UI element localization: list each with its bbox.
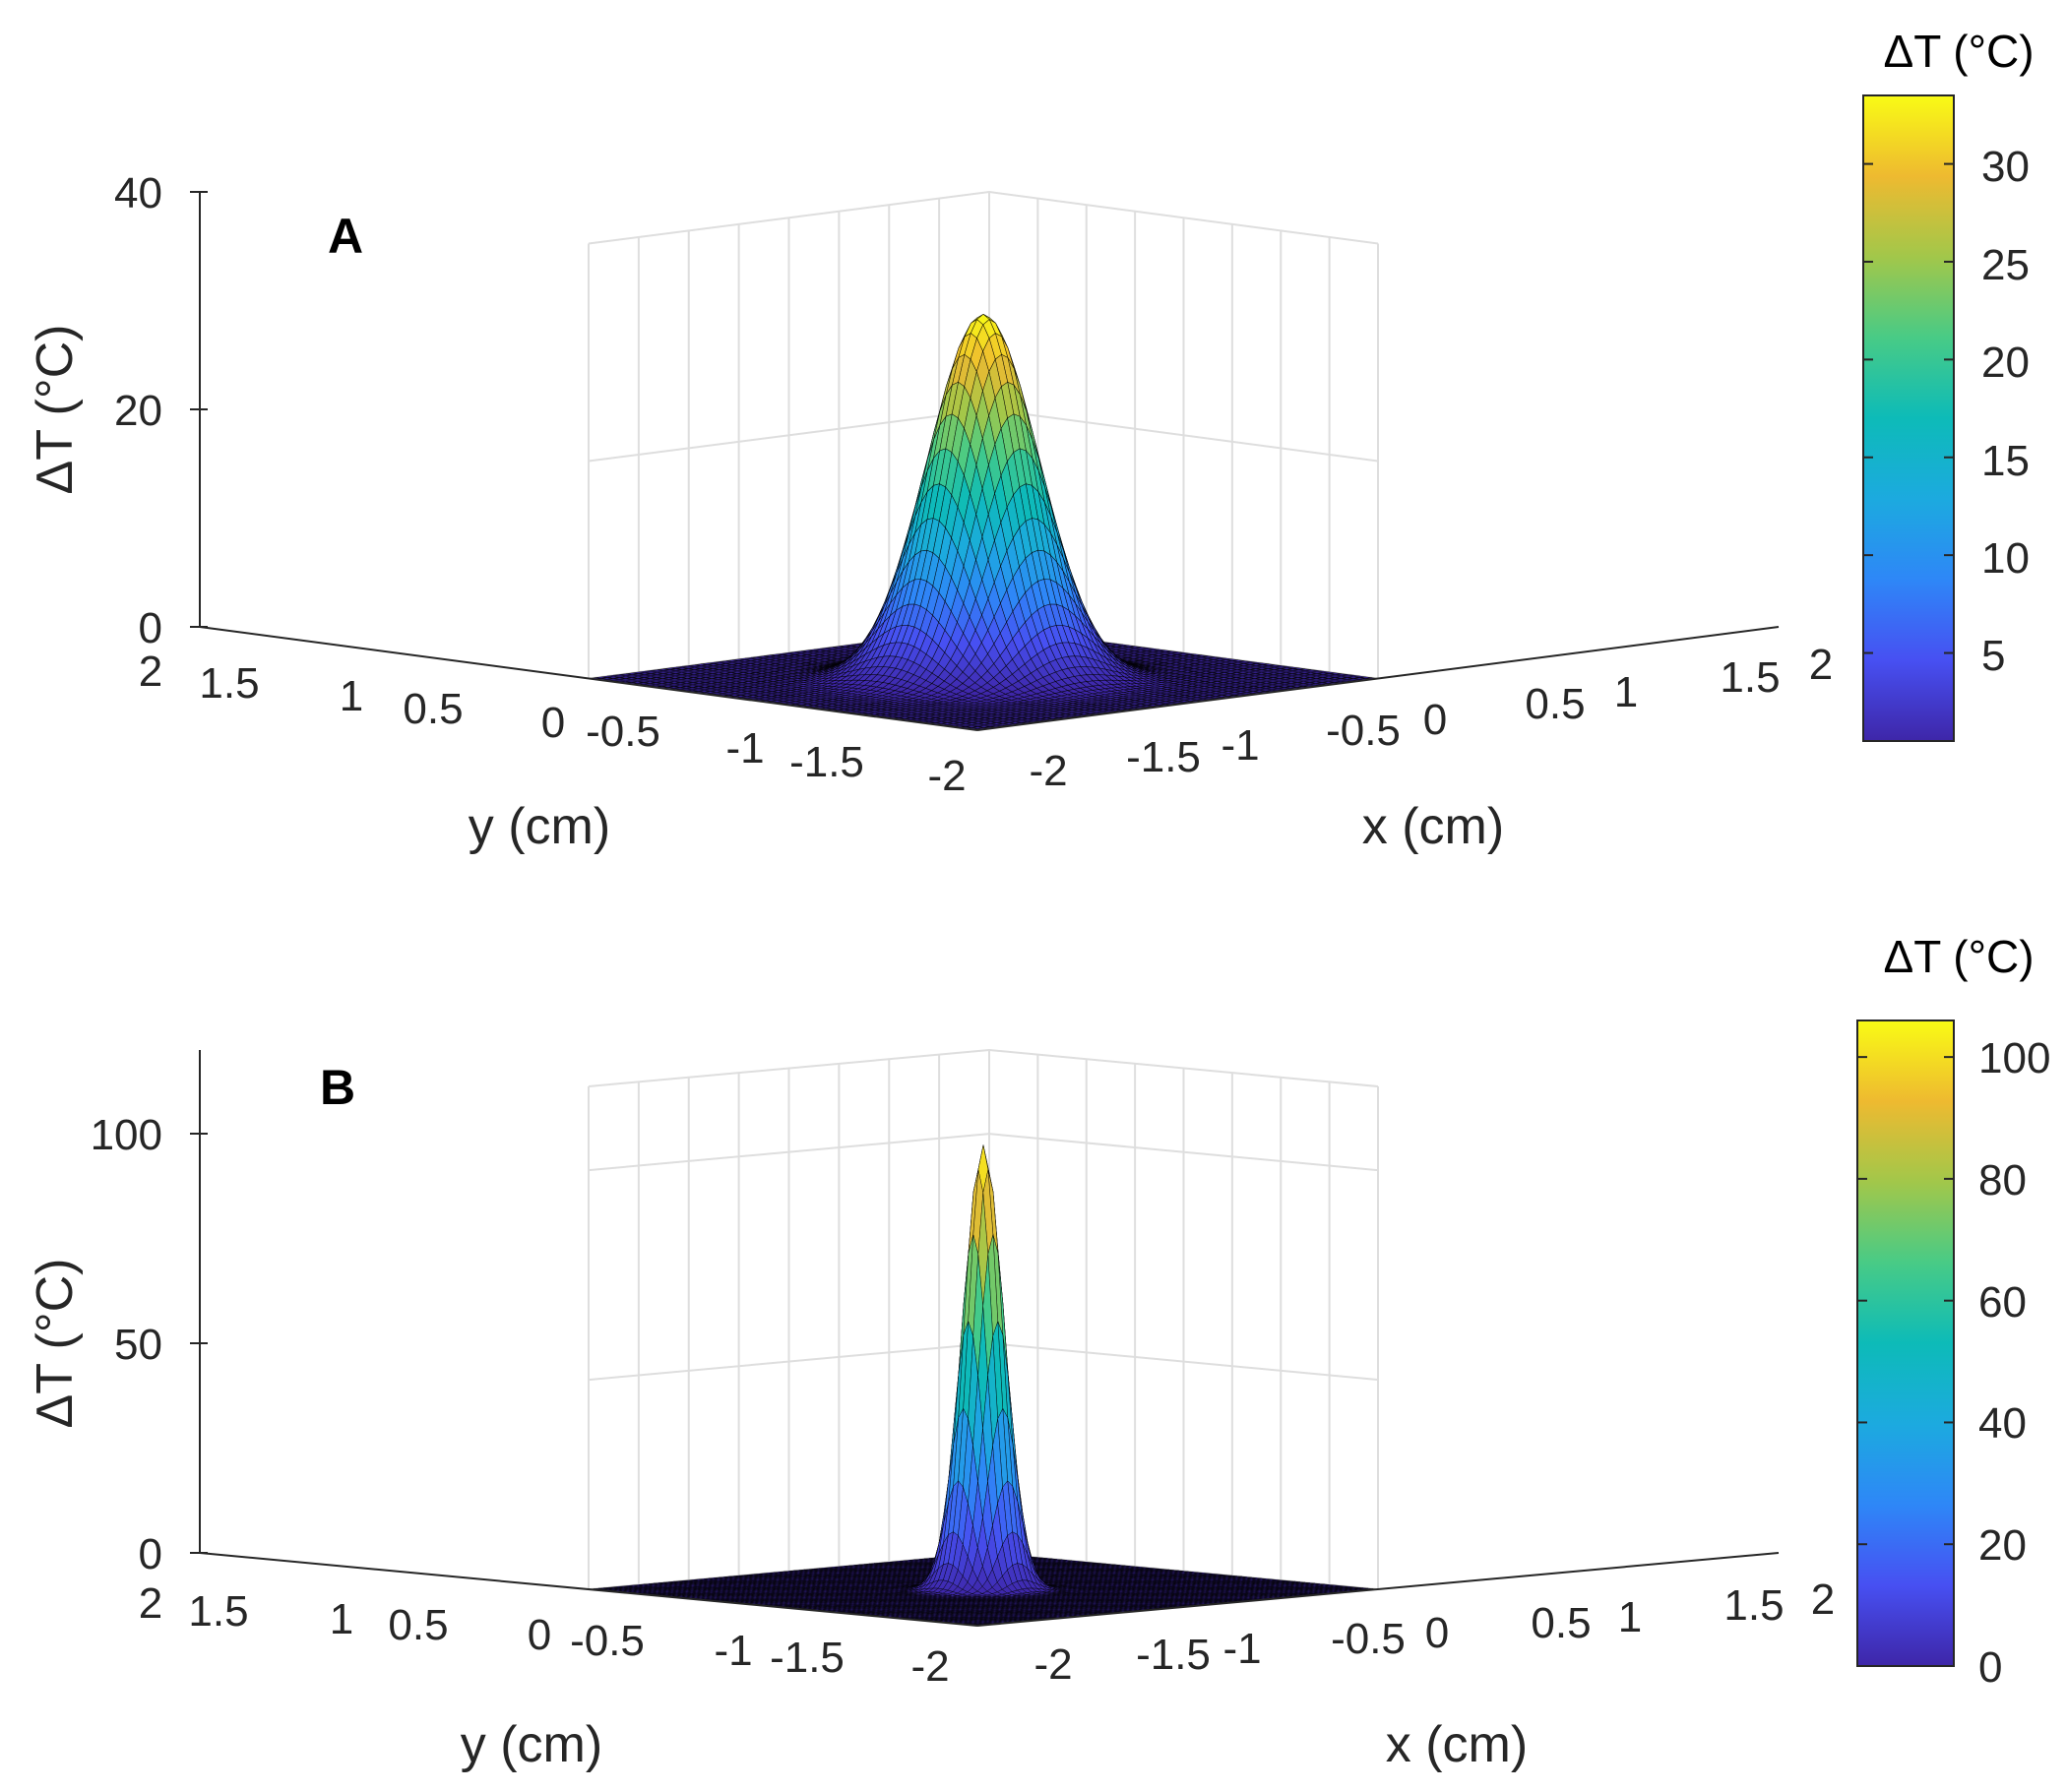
panel-a-colorbar-tick-label: 25 — [1981, 241, 2030, 289]
panel-a-z-axis-label: ΔT (°C) — [27, 325, 84, 495]
panel-a-y-tick-label: 1 — [340, 672, 363, 720]
panel-a-colorbar-tick-label: 15 — [1981, 437, 2030, 485]
panel-grid-line — [588, 190, 1379, 245]
panel-a-colorbar-tick-label: 30 — [1981, 143, 2030, 191]
panel-a-x-tick-label: -2 — [1029, 747, 1067, 795]
panel-b-surface — [588, 1144, 1379, 1627]
panel-a-colorbar-bar — [1862, 94, 1955, 742]
panel-a-label: A — [328, 209, 363, 264]
panel-a-y-tick-label: -0.5 — [586, 708, 660, 756]
panel-a-x-tick-label: 0.5 — [1525, 680, 1585, 728]
panel-a-y-tick-label: 1.5 — [199, 659, 259, 708]
panel-a-y-tick-label: -2 — [927, 752, 966, 800]
panel-a-y-tick-label: -1 — [725, 724, 764, 772]
panel-a-surface — [588, 313, 1379, 731]
panel-a-z-tick-label: 40 — [114, 169, 162, 217]
panel-a-colorbar: ΔT (°C) 5 10 15 20 25 30 — [1862, 26, 2035, 742]
panel-a-y-tick-label: 0 — [541, 699, 565, 747]
panel-a-x-tick-label: -1.5 — [1126, 733, 1201, 781]
panel-a-y-tick-label: -1.5 — [789, 738, 864, 786]
panel-a-colorbar-title: ΔT (°C) — [1883, 26, 2034, 77]
panel-a-colorbar-tick-label: 20 — [1981, 339, 2030, 387]
panel-a-x-tick-label: -1 — [1221, 721, 1259, 770]
panel-a-colorbar-tick-label: 5 — [1981, 632, 2005, 680]
panel-a-x-tick-label: 2 — [1809, 641, 1833, 689]
panel-a-z-tick-label: 0 — [139, 604, 162, 652]
panel-a-x-tick-label: 0 — [1423, 696, 1447, 744]
panel-a-x-tick-label: 1.5 — [1720, 653, 1780, 702]
panel-a-x-axis-label: x (cm) — [1362, 798, 1504, 855]
panel-a-x-tick-label: 1 — [1614, 668, 1638, 716]
panel-a-y-axis-label: y (cm) — [469, 798, 610, 855]
panel-a-z-tick-label: 20 — [114, 387, 162, 435]
panel-b: 100 50 0 2 1.5 1 0.5 0 -0.5 -1 -1.5 -2 -… — [27, 931, 2050, 1773]
panel-a: 40 20 0 2 1.5 1 0.5 0 -0.5 -1 -1.5 -2 -2… — [27, 26, 2035, 855]
panel-a-y-tick-label: 2 — [139, 648, 162, 696]
panel-a-y-tick-label: 0.5 — [403, 685, 463, 733]
panel-grid-line — [588, 1048, 1379, 1087]
panel-a-x-tick-label: -0.5 — [1326, 707, 1401, 755]
panel-a-z-tick-labels: 40 20 0 — [114, 169, 162, 652]
panel-a-colorbar-tick-label: 10 — [1981, 534, 2030, 583]
